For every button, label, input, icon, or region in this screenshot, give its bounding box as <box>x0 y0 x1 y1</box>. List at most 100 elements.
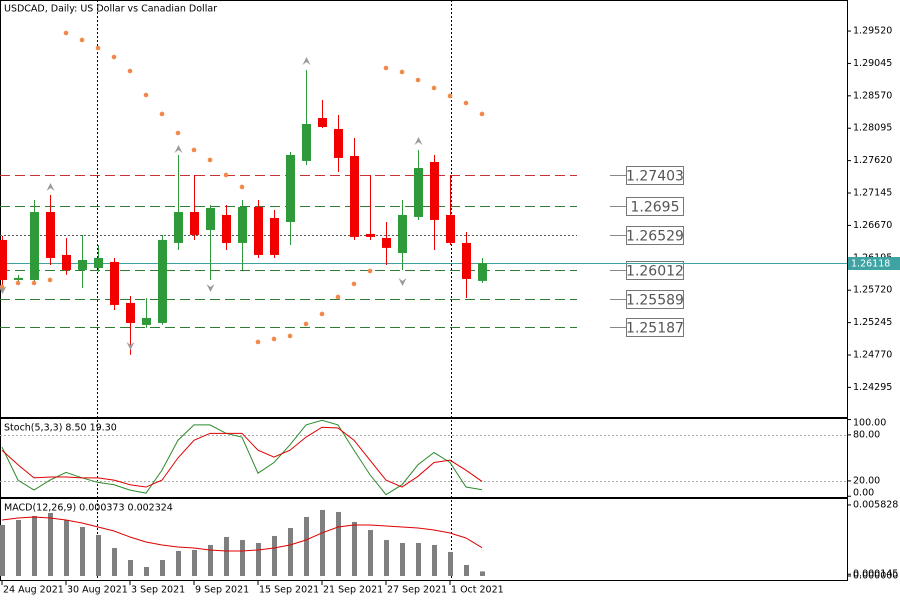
sar-dot <box>175 130 181 136</box>
y-tick-label: 1.27620 <box>853 155 892 166</box>
macd-bar <box>80 526 85 576</box>
signal-line <box>1 516 483 552</box>
y-tick-label: 1.24295 <box>853 382 892 393</box>
y-tick-label: 1.24770 <box>853 350 892 361</box>
main-frame <box>0 0 848 418</box>
sar-dot <box>319 311 325 317</box>
sar-dot <box>63 30 69 36</box>
macd-bar <box>256 542 261 576</box>
candle-body <box>190 211 199 235</box>
sar-dot <box>351 281 357 287</box>
candle-body <box>238 206 247 243</box>
level-box <box>626 261 684 280</box>
candle-body <box>366 233 375 237</box>
candle-body <box>462 242 471 279</box>
macd-bar <box>416 542 421 576</box>
stoch-frame <box>0 418 848 498</box>
macd-bar <box>64 519 69 576</box>
sar-dot <box>463 100 469 106</box>
sar-dot <box>47 277 53 283</box>
macd-bar <box>224 536 229 576</box>
candle-body <box>302 123 311 161</box>
macd-bar <box>32 515 37 576</box>
sar-dot <box>95 45 101 51</box>
macd-bar <box>464 564 469 576</box>
level-box <box>626 290 684 309</box>
macd-bar <box>368 529 373 576</box>
candle-body <box>254 206 263 255</box>
macd-bar <box>400 542 405 576</box>
last-price-box <box>848 257 900 270</box>
x-tick-label: 3 Sep 2021 <box>131 585 185 596</box>
y-tick-label: 0.00 <box>853 488 874 499</box>
x-tick-label: 30 Aug 2021 <box>67 585 128 596</box>
candle-body <box>142 317 151 325</box>
y-tick-label: 1.29045 <box>853 58 892 69</box>
candle-body <box>158 239 167 323</box>
candle-body <box>126 302 135 323</box>
candle-body <box>222 214 231 243</box>
sar-dot <box>143 92 149 98</box>
macd-bar <box>320 509 325 576</box>
sar-dot <box>207 157 213 163</box>
candle-body <box>0 239 7 280</box>
sar-dot <box>383 65 389 71</box>
macd-bar <box>352 521 357 576</box>
level-label: 1.25589 <box>626 293 684 309</box>
sar-dot <box>31 280 37 286</box>
candle-body <box>446 214 455 243</box>
fractal-down <box>126 341 135 350</box>
macd-bar <box>0 524 5 576</box>
frames <box>0 0 848 581</box>
candle-body <box>478 263 487 281</box>
sar-dot <box>15 280 21 286</box>
y-tick-label: 0.005828 <box>853 499 898 510</box>
sar-dot <box>335 294 341 300</box>
candle-body <box>398 214 407 253</box>
candle-body <box>78 259 87 270</box>
macd-bar <box>208 544 213 576</box>
y-tick-label: 1.25245 <box>853 317 892 328</box>
macd-bar <box>96 534 101 576</box>
y-tick-label: 0.000000 <box>853 570 898 581</box>
sar-dot <box>399 69 405 75</box>
macd-bar <box>112 547 117 576</box>
level-label: 1.25187 <box>626 321 684 337</box>
stoch-title: Stoch(5,3,3) 8.50 19.30 <box>4 423 117 434</box>
fractal-up <box>174 145 183 154</box>
y-tick-label: 20.00 <box>853 475 880 486</box>
level-box <box>626 197 684 216</box>
fractal-up <box>414 136 423 145</box>
macd-bar <box>240 539 245 576</box>
y-tick-label: 100.00 <box>853 418 886 429</box>
macd-bar <box>160 559 165 576</box>
candle-body <box>206 207 215 230</box>
sar-dot <box>415 77 421 83</box>
sar-dot <box>111 54 117 60</box>
y-tick-label: 1.27145 <box>853 188 892 199</box>
fractal-down <box>206 283 215 292</box>
y-tick-label: 0.000145 <box>853 569 898 580</box>
fractal-up <box>46 182 55 191</box>
sar-dot <box>479 111 485 117</box>
macd-bar <box>128 559 133 576</box>
y-tick-label: 1.28570 <box>853 90 892 101</box>
level-box <box>626 226 684 245</box>
x-tick-label: 1 Oct 2021 <box>451 585 504 596</box>
level-box <box>626 318 684 337</box>
sar-dot <box>447 93 453 99</box>
stoch-line <box>1 426 483 488</box>
x-tick-label: 27 Sep 2021 <box>387 585 447 596</box>
y-tick-label: 1.29520 <box>853 26 892 37</box>
macd-bar <box>384 539 389 576</box>
sar-dot <box>431 85 437 91</box>
macd-bar <box>288 527 293 576</box>
y-tick-label: 1.25720 <box>853 285 892 296</box>
macd-bar <box>192 549 197 576</box>
sar-dot <box>223 172 229 178</box>
level-label: 1.26529 <box>626 229 684 245</box>
sar-dot <box>127 68 133 74</box>
y-tick-label: 80.00 <box>853 429 880 440</box>
y-tick-label: 1.26670 <box>853 220 892 231</box>
